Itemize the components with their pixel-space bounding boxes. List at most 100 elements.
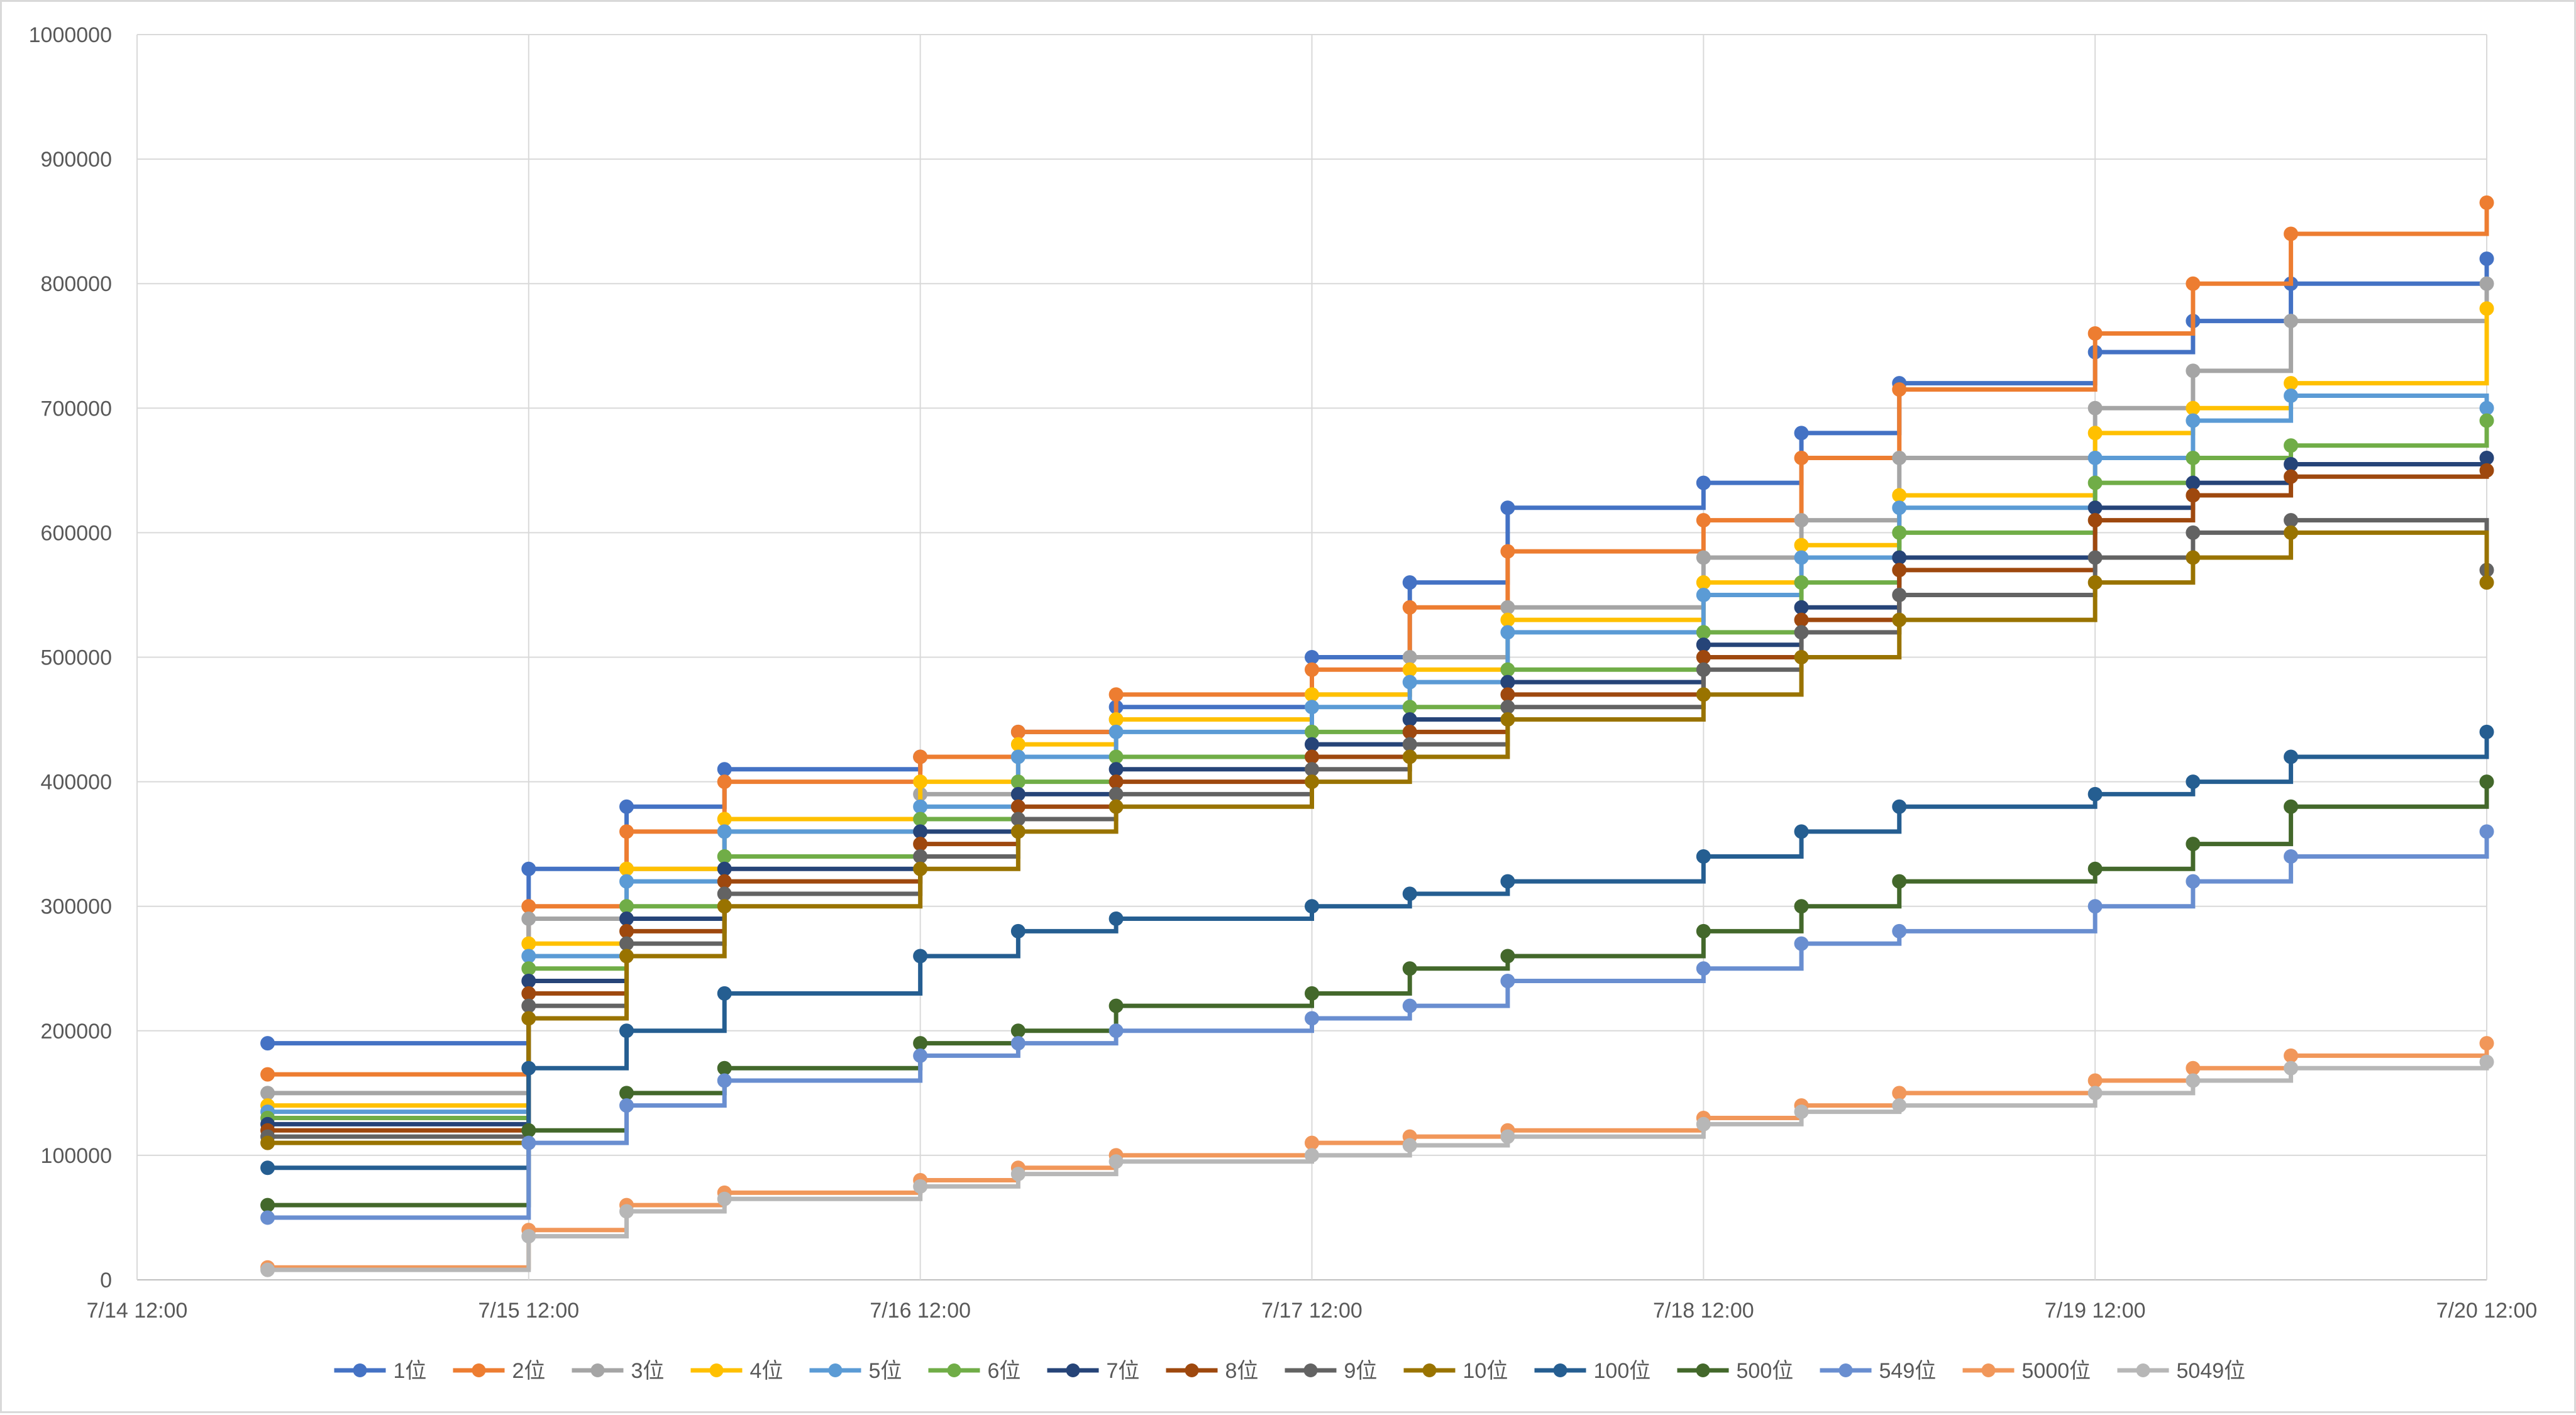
data-point (2284, 749, 2299, 764)
data-point (1010, 824, 1025, 839)
legend-swatch-marker (590, 1363, 605, 1377)
data-point (1500, 612, 1515, 627)
legend-item: 7位 (1047, 1359, 1139, 1383)
data-point (1305, 1011, 1319, 1026)
legend-item: 500位 (1677, 1359, 1794, 1383)
y-tick-label: 800000 (41, 272, 112, 296)
data-point (521, 986, 536, 1001)
series-1位 (260, 251, 2494, 1051)
data-point (2479, 276, 2494, 291)
y-tick-label: 900000 (41, 148, 112, 172)
data-point (521, 911, 536, 927)
x-tick-label: 7/20 12:00 (2436, 1299, 2538, 1323)
x-tick-label: 7/17 12:00 (1261, 1299, 1363, 1323)
data-point (1305, 724, 1319, 739)
data-point (1892, 451, 1907, 466)
data-point (1696, 687, 1711, 702)
data-point (619, 1086, 634, 1101)
series-3位 (260, 276, 2494, 1101)
data-point (1892, 550, 1907, 565)
data-point (1108, 1023, 1124, 1038)
y-tick-label: 200000 (41, 1020, 112, 1043)
data-point (1010, 724, 1025, 739)
data-point (913, 949, 928, 964)
data-point (2087, 861, 2103, 876)
data-point (260, 1262, 275, 1277)
data-point (1794, 899, 1809, 914)
legend-label: 5049位 (2177, 1359, 2246, 1383)
data-point (1108, 998, 1124, 1013)
legend-swatch-marker (1185, 1363, 1199, 1377)
data-point (717, 874, 732, 889)
data-point (260, 1210, 275, 1225)
data-point (2186, 413, 2201, 428)
data-point (619, 1204, 634, 1219)
legend-label: 6位 (988, 1359, 1021, 1383)
legend: 1位 2位 3位 4位 5位 6位 7位 8位 9位 10位 100位 500位 549位 5000位 50… (334, 1359, 2246, 1383)
data-point (1794, 575, 1809, 590)
data-point (1402, 1138, 1417, 1153)
data-point (1305, 762, 1319, 777)
data-point (1500, 674, 1515, 690)
legend-swatch-marker (709, 1363, 724, 1377)
data-point (1402, 600, 1417, 615)
y-tick-label: 700000 (41, 397, 112, 421)
data-point (1010, 812, 1025, 827)
data-point (913, 837, 928, 852)
data-point (1402, 650, 1417, 664)
x-axis-tick-labels: 7/14 12:00 7/15 12:00 7/16 12:00 7/17 12:00… (87, 1299, 2538, 1323)
data-point (2087, 326, 2103, 341)
data-point (1402, 712, 1417, 727)
data-point (1794, 513, 1809, 528)
data-point (2186, 774, 2201, 790)
series-line (267, 530, 2489, 1145)
data-point (260, 1086, 275, 1101)
data-point (1010, 774, 1025, 790)
data-point (2479, 824, 2494, 839)
data-point (2479, 451, 2494, 466)
data-point (521, 1135, 536, 1150)
data-point (619, 949, 634, 964)
data-point (1305, 899, 1319, 914)
data-point (619, 936, 634, 951)
data-point (260, 1135, 275, 1150)
data-point (1892, 923, 1907, 939)
data-point (260, 1067, 275, 1082)
data-point (1892, 874, 1907, 889)
data-point (2284, 1060, 2299, 1076)
x-tick-label: 7/16 12:00 (870, 1299, 971, 1323)
data-point (619, 1023, 634, 1038)
data-point (1696, 637, 1711, 652)
data-point (521, 961, 536, 976)
data-point (1305, 774, 1319, 790)
data-point (2186, 550, 2201, 565)
data-point (2284, 469, 2299, 484)
data-point (619, 824, 634, 839)
data-point (2087, 451, 2103, 466)
data-point (1108, 786, 1124, 801)
data-point (260, 1198, 275, 1213)
data-point (2284, 456, 2299, 471)
data-point (1892, 525, 1907, 540)
legend-item: 5位 (809, 1359, 902, 1383)
data-point (1500, 712, 1515, 727)
data-point (1108, 724, 1124, 739)
data-point (521, 861, 536, 876)
data-point (2479, 575, 2494, 590)
y-tick-label: 100000 (41, 1144, 112, 1168)
data-point (2284, 226, 2299, 241)
data-point (717, 899, 732, 914)
y-tick-label: 300000 (41, 895, 112, 919)
data-point (2284, 376, 2299, 391)
data-point (1500, 1129, 1515, 1144)
data-point (2087, 1073, 2103, 1088)
legend-item: 8位 (1166, 1359, 1258, 1383)
data-point (2284, 799, 2299, 814)
data-point (717, 774, 732, 790)
data-point (717, 824, 732, 839)
data-point (1794, 426, 1809, 441)
series-9位 (260, 513, 2494, 1144)
legend-label: 500位 (1737, 1359, 1794, 1383)
series-line (267, 518, 2489, 1139)
